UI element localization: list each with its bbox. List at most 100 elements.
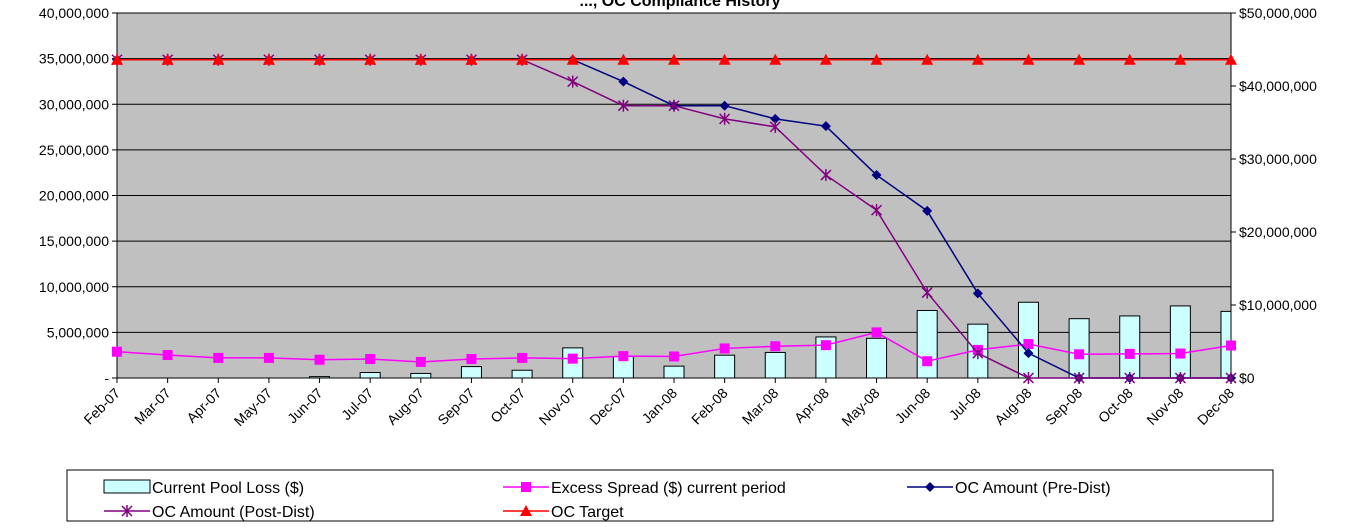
point bbox=[770, 341, 781, 352]
point bbox=[1225, 372, 1237, 384]
x-tick-label: Sep-07 bbox=[434, 385, 477, 428]
point bbox=[871, 170, 882, 181]
bar bbox=[714, 354, 736, 379]
point bbox=[870, 53, 883, 65]
series-line bbox=[112, 327, 1236, 367]
point bbox=[719, 100, 730, 111]
point bbox=[769, 120, 781, 133]
point bbox=[617, 53, 630, 65]
x-tick-label: Sep-08 bbox=[1042, 385, 1085, 428]
legend-marker bbox=[521, 482, 531, 492]
plot-area bbox=[116, 12, 1232, 379]
x-tick-label: Aug-08 bbox=[991, 385, 1034, 428]
bar bbox=[410, 372, 432, 379]
x-tick-label: Jan-08 bbox=[639, 385, 681, 427]
point bbox=[415, 356, 426, 367]
right-tick-label: $30,000,000 bbox=[1239, 151, 1317, 167]
point bbox=[618, 351, 629, 362]
left-tick-label: 25,000,000 bbox=[39, 142, 109, 158]
right-tick-label: $50,000,000 bbox=[1239, 5, 1317, 21]
point bbox=[112, 346, 122, 357]
point bbox=[1124, 348, 1135, 359]
point bbox=[1074, 349, 1085, 360]
point bbox=[313, 53, 326, 65]
point bbox=[871, 327, 882, 338]
point bbox=[922, 356, 933, 367]
legend-item: OC Amount (Post-Dist) bbox=[104, 504, 315, 521]
bar bbox=[1068, 318, 1090, 379]
legend-label: Current Pool Loss ($) bbox=[152, 480, 304, 497]
point bbox=[1022, 372, 1034, 384]
x-tick-label: May-07 bbox=[231, 385, 275, 429]
point bbox=[364, 53, 377, 65]
left-tick-label: 20,000,000 bbox=[39, 188, 109, 204]
point bbox=[1023, 339, 1034, 350]
point bbox=[213, 352, 224, 363]
point bbox=[922, 205, 933, 216]
point bbox=[719, 112, 731, 125]
point bbox=[466, 354, 477, 365]
point bbox=[617, 99, 629, 112]
left-tick-label: 5,000,000 bbox=[47, 324, 109, 340]
point bbox=[1023, 348, 1034, 359]
point bbox=[161, 53, 174, 65]
point bbox=[1174, 372, 1186, 384]
x-tick-label: Jul-07 bbox=[338, 385, 376, 423]
point bbox=[1022, 53, 1035, 65]
point bbox=[263, 352, 274, 363]
point bbox=[314, 354, 325, 365]
point bbox=[972, 347, 984, 360]
legend-swatch bbox=[103, 479, 151, 494]
left-tick-label: 10,000,000 bbox=[39, 279, 109, 295]
bar bbox=[916, 309, 938, 379]
point bbox=[1124, 372, 1136, 384]
point bbox=[365, 354, 376, 365]
x-tick-label: Oct-07 bbox=[487, 385, 528, 426]
point bbox=[1073, 372, 1085, 384]
point bbox=[1226, 340, 1236, 351]
bar bbox=[764, 351, 786, 379]
x-tick-label: Aug-07 bbox=[384, 385, 427, 428]
point bbox=[262, 53, 275, 65]
legend-item: OC Amount (Pre-Dist) bbox=[907, 480, 1111, 497]
point bbox=[921, 53, 934, 65]
point bbox=[567, 75, 579, 88]
left-tick-label: 35,000,000 bbox=[39, 51, 109, 67]
legend-marker bbox=[520, 505, 532, 516]
point bbox=[820, 121, 831, 132]
x-tick-label: Feb-08 bbox=[688, 385, 731, 428]
legend-label: OC Amount (Post-Dist) bbox=[152, 504, 315, 521]
bar bbox=[663, 365, 685, 379]
legend-marker bbox=[925, 482, 935, 492]
x-tick-label: Feb-07 bbox=[80, 385, 123, 428]
point bbox=[517, 352, 528, 363]
point bbox=[465, 53, 478, 65]
legend-item: Excess Spread ($) current period bbox=[503, 480, 786, 497]
bar bbox=[359, 372, 381, 379]
legend-item: Current Pool Loss ($) bbox=[103, 479, 304, 497]
bar bbox=[1169, 305, 1191, 379]
x-tick-label: Apr-08 bbox=[791, 385, 832, 426]
point bbox=[1073, 53, 1086, 65]
bar bbox=[1119, 315, 1141, 379]
point bbox=[162, 350, 173, 361]
chart-title: ..., OC Compliance History bbox=[580, 0, 781, 10]
point bbox=[668, 99, 680, 112]
point bbox=[769, 53, 782, 65]
left-tick-label: 15,000,000 bbox=[39, 233, 109, 249]
x-tick-label: Mar-07 bbox=[131, 385, 174, 428]
legend-label: OC Target bbox=[551, 504, 624, 521]
x-tick-label: Jul-08 bbox=[946, 385, 984, 423]
legend-label: OC Amount (Pre-Dist) bbox=[955, 480, 1111, 497]
point bbox=[212, 53, 225, 65]
bar bbox=[460, 366, 482, 379]
left-tick-label: 30,000,000 bbox=[39, 96, 109, 112]
point bbox=[1175, 348, 1186, 359]
point bbox=[111, 53, 123, 65]
point bbox=[871, 204, 883, 217]
point bbox=[718, 53, 731, 65]
point bbox=[921, 286, 933, 299]
bar bbox=[511, 369, 533, 379]
legend-marker bbox=[121, 505, 133, 517]
